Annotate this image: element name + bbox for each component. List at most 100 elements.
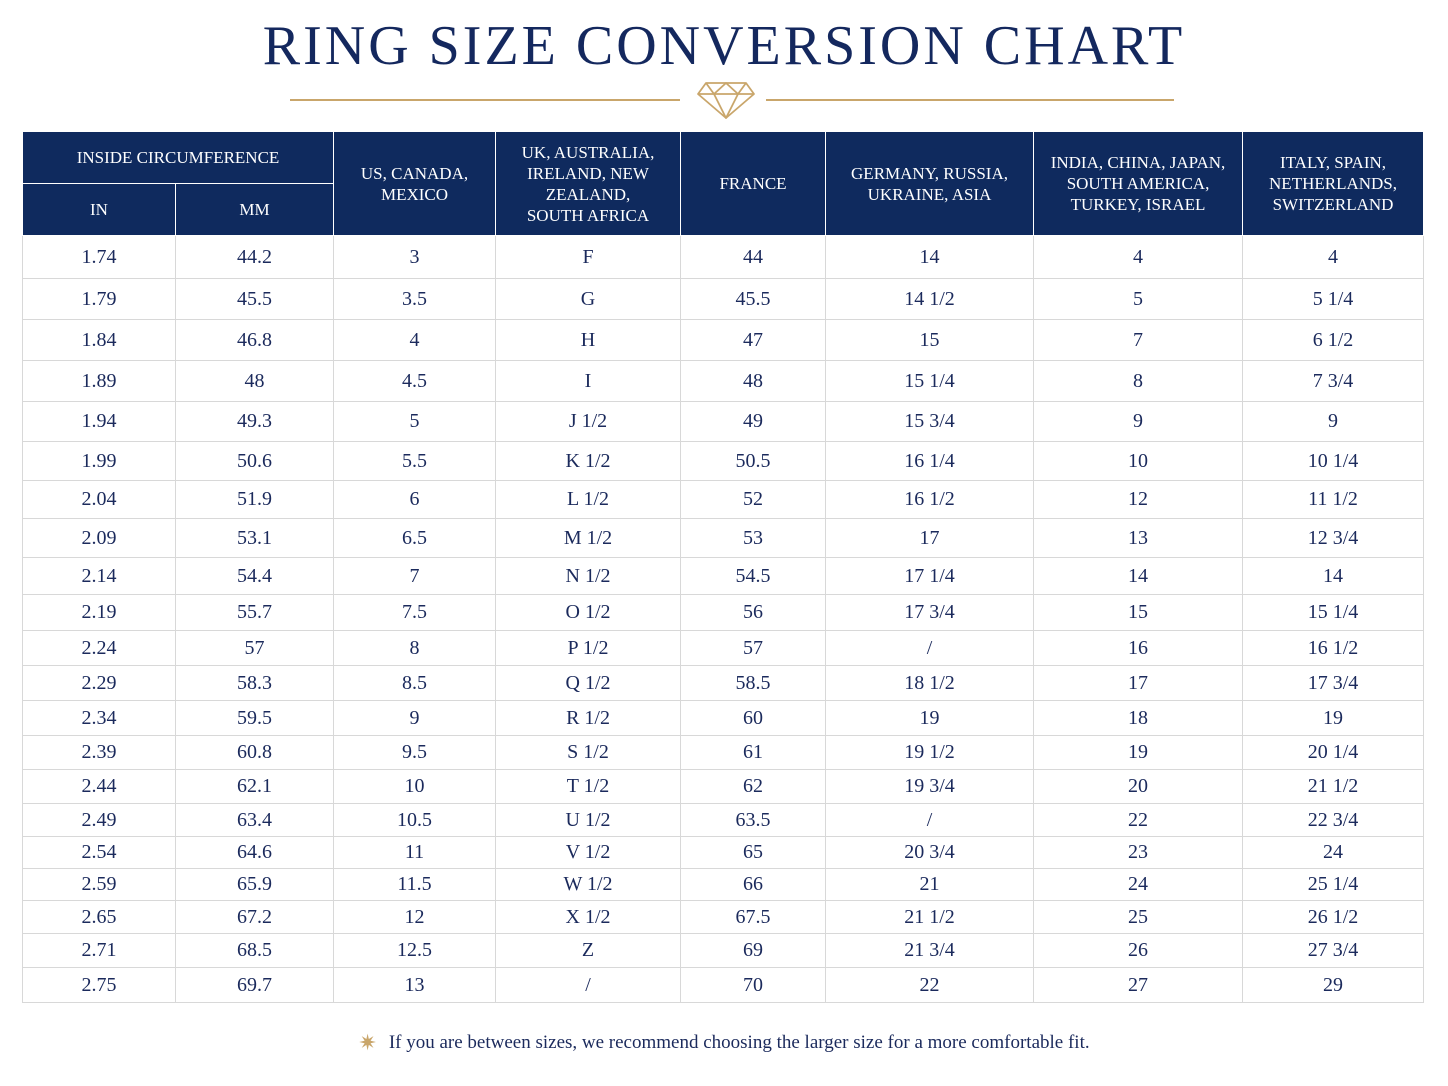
cell-in: 1.94 bbox=[22, 401, 176, 442]
cell-in: 1.84 bbox=[22, 319, 176, 361]
divider-line-left bbox=[290, 99, 680, 101]
table-row: 1.74 44.2 3 F 44 14 4 4 bbox=[22, 235, 1425, 279]
cell-india: 20 bbox=[1033, 769, 1244, 804]
cell-mm: 55.7 bbox=[174, 594, 335, 631]
cell-uk: F bbox=[495, 235, 682, 279]
cell-uk: G bbox=[495, 278, 682, 320]
cell-uk: Q 1/2 bbox=[495, 665, 682, 701]
cell-mm: 68.5 bbox=[174, 933, 335, 968]
table-row: 2.14 54.4 7 N 1/2 54.5 17 1/4 14 14 bbox=[22, 557, 1425, 595]
cell-germany: 16 1/2 bbox=[825, 480, 1035, 519]
cell-mm: 45.5 bbox=[174, 278, 335, 320]
table-row: 2.34 59.5 9 R 1/2 60 19 18 19 bbox=[22, 700, 1425, 736]
cell-italy: 12 3/4 bbox=[1242, 518, 1425, 558]
cell-france: 67.5 bbox=[680, 900, 827, 934]
cell-india: 13 bbox=[1033, 518, 1244, 558]
cell-india: 5 bbox=[1033, 278, 1244, 320]
cell-germany: 15 bbox=[825, 319, 1035, 361]
cell-mm: 53.1 bbox=[174, 518, 335, 558]
cell-italy: 6 1/2 bbox=[1242, 319, 1425, 361]
cell-mm: 46.8 bbox=[174, 319, 335, 361]
cell-mm: 54.4 bbox=[174, 557, 335, 595]
cell-india: 18 bbox=[1033, 700, 1244, 736]
cell-germany: 15 1/4 bbox=[825, 360, 1035, 402]
cell-us: 5.5 bbox=[333, 441, 497, 481]
footnote: ✷ If you are between sizes, we recommend … bbox=[0, 1030, 1448, 1056]
cell-uk: R 1/2 bbox=[495, 700, 682, 736]
cell-in: 2.59 bbox=[22, 868, 176, 901]
cell-germany: 18 1/2 bbox=[825, 665, 1035, 701]
header-uk-label: UK, AUSTRALIA, IRELAND, NEW ZEALAND, SOU… bbox=[521, 142, 655, 225]
table-row: 2.24 57 8 P 1/2 57/16 16 1/2 bbox=[22, 630, 1425, 666]
header-us-canada-mexico: US, CANADA, MEXICO bbox=[333, 131, 497, 236]
cell-italy: 4 bbox=[1242, 235, 1425, 279]
cell-us: 5 bbox=[333, 401, 497, 442]
table-row: 1.99 50.6 5.5 K 1/2 50.5 16 1/4 10 10 1/4 bbox=[22, 441, 1425, 481]
cell-france: 61 bbox=[680, 735, 827, 770]
cell-italy: 16 1/2 bbox=[1242, 630, 1425, 666]
cell-us: 4 bbox=[333, 319, 497, 361]
cell-germany: 21 1/2 bbox=[825, 900, 1035, 934]
cell-germany: 22 bbox=[825, 967, 1035, 1003]
table-row: 2.09 53.1 6.5 M 1/2 53 17 13 12 3/4 bbox=[22, 518, 1425, 558]
cell-in: 1.79 bbox=[22, 278, 176, 320]
header-us-label: US, CANADA, MEXICO bbox=[360, 163, 469, 204]
cell-france: 50.5 bbox=[680, 441, 827, 481]
cell-uk: I bbox=[495, 360, 682, 402]
cell-india: 7 bbox=[1033, 319, 1244, 361]
cell-italy: 11 1/2 bbox=[1242, 480, 1425, 519]
cell-italy: 20 1/4 bbox=[1242, 735, 1425, 770]
cell-india: 25 bbox=[1033, 900, 1244, 934]
cell-germany: 17 bbox=[825, 518, 1035, 558]
cell-mm: 58.3 bbox=[174, 665, 335, 701]
cell-italy: 17 3/4 bbox=[1242, 665, 1425, 701]
cell-uk: J 1/2 bbox=[495, 401, 682, 442]
cell-mm: 59.5 bbox=[174, 700, 335, 736]
cell-uk: S 1/2 bbox=[495, 735, 682, 770]
cell-india: 15 bbox=[1033, 594, 1244, 631]
cell-france: 62 bbox=[680, 769, 827, 804]
cell-france: 47 bbox=[680, 319, 827, 361]
cell-italy: 5 1/4 bbox=[1242, 278, 1425, 320]
cell-germany: 19 bbox=[825, 700, 1035, 736]
cell-us: 11.5 bbox=[333, 868, 497, 901]
cell-mm: 67.2 bbox=[174, 900, 335, 934]
cell-mm: 64.6 bbox=[174, 836, 335, 869]
header-france: FRANCE bbox=[680, 131, 827, 236]
header-italy-label: ITALY, SPAIN, NETHERLANDS, SWITZERLAND bbox=[1269, 153, 1397, 214]
cell-india: 22 bbox=[1033, 803, 1244, 837]
cell-italy: 14 bbox=[1242, 557, 1425, 595]
header-italy-spain: ITALY, SPAIN, NETHERLANDS, SWITZERLAND bbox=[1242, 131, 1425, 236]
cell-mm: 50.6 bbox=[174, 441, 335, 481]
cell-us: 10 bbox=[333, 769, 497, 804]
cell-italy: 21 1/2 bbox=[1242, 769, 1425, 804]
cell-mm: 44.2 bbox=[174, 235, 335, 279]
cell-germany: / bbox=[825, 630, 1035, 666]
cell-in: 2.34 bbox=[22, 700, 176, 736]
cell-india: 16 bbox=[1033, 630, 1244, 666]
cell-in: 1.99 bbox=[22, 441, 176, 481]
cell-uk: L 1/2 bbox=[495, 480, 682, 519]
table-row: 2.49 63.4 10.5 U 1/2 63.5/22 22 3/4 bbox=[22, 803, 1425, 837]
page-title: RING SIZE CONVERSION CHART bbox=[262, 15, 1186, 77]
cell-italy: 29 bbox=[1242, 967, 1425, 1003]
cell-germany: 15 3/4 bbox=[825, 401, 1035, 442]
cell-in: 2.44 bbox=[22, 769, 176, 804]
cell-in: 2.54 bbox=[22, 836, 176, 869]
cell-us: 8.5 bbox=[333, 665, 497, 701]
cell-mm: 63.4 bbox=[174, 803, 335, 837]
cell-in: 1.74 bbox=[22, 235, 176, 279]
cell-in: 2.29 bbox=[22, 665, 176, 701]
cell-italy: 10 1/4 bbox=[1242, 441, 1425, 481]
cell-us: 13 bbox=[333, 967, 497, 1003]
table-row: 2.04 51.9 6 L 1/2 52 16 1/2 12 11 1/2 bbox=[22, 480, 1425, 519]
cell-germany: 14 1/2 bbox=[825, 278, 1035, 320]
cell-in: 1.89 bbox=[22, 360, 176, 402]
cell-india: 19 bbox=[1033, 735, 1244, 770]
cell-italy: 26 1/2 bbox=[1242, 900, 1425, 934]
header-in: IN bbox=[22, 183, 176, 236]
cell-us: 7 bbox=[333, 557, 497, 595]
cell-italy: 27 3/4 bbox=[1242, 933, 1425, 968]
table-row: 2.65 67.2 12 X 1/2 67.5 21 1/2 25 26 1/2 bbox=[22, 900, 1425, 934]
header-india-china: INDIA, CHINA, JAPAN, SOUTH AMERICA, TURK… bbox=[1033, 131, 1244, 236]
